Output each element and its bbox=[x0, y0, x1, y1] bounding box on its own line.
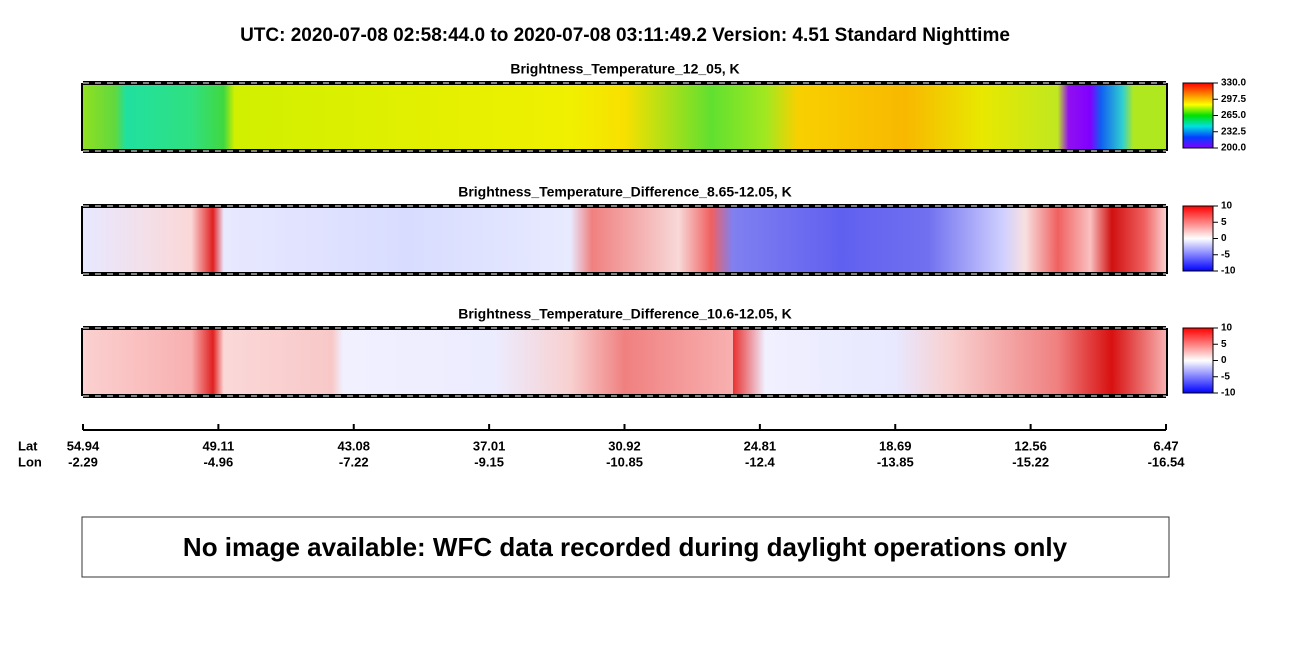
panel-title: Brightness_Temperature_Difference_10.6-1… bbox=[458, 306, 792, 322]
panel-title: Brightness_Temperature_12_05, K bbox=[510, 61, 739, 77]
lat-tick-label: 6.47 bbox=[1153, 438, 1178, 453]
colorbar-label: 0 bbox=[1221, 355, 1227, 366]
colorbar-label: 5 bbox=[1221, 339, 1227, 350]
notice-box bbox=[81, 516, 1170, 578]
lat-label: Lat bbox=[18, 438, 38, 453]
lon-tick-label: -7.22 bbox=[339, 454, 369, 469]
strip bbox=[83, 328, 1166, 396]
title: UTC: 2020-07-08 02:58:44.0 to 2020-07-08… bbox=[240, 25, 1010, 46]
lon-tick-label: -2.29 bbox=[68, 454, 98, 469]
strip-edge bbox=[1166, 328, 1168, 396]
lat-tick-label: 24.81 bbox=[744, 438, 777, 453]
colorbar-label: 0 bbox=[1221, 233, 1227, 244]
colorbar bbox=[1182, 82, 1214, 149]
lon-tick-label: -12.4 bbox=[745, 454, 775, 469]
colorbar-label: 5 bbox=[1221, 217, 1227, 228]
strip bbox=[83, 83, 1166, 151]
lat-tick-label: 12.56 bbox=[1014, 438, 1047, 453]
notice: No image available: WFC data recorded du… bbox=[183, 532, 1068, 562]
colorbar-label: 10 bbox=[1221, 323, 1233, 334]
colorbar-label: -5 bbox=[1221, 371, 1230, 382]
strip-edge bbox=[1166, 206, 1168, 274]
strip-edge bbox=[81, 83, 83, 151]
colorbar-label: 10 bbox=[1221, 201, 1233, 212]
lon-tick-label: -13.85 bbox=[877, 454, 914, 469]
colorbar-label: 200.0 bbox=[1221, 143, 1246, 154]
lat-tick-label: 49.11 bbox=[202, 438, 234, 453]
colorbar-label: -5 bbox=[1221, 249, 1230, 260]
lat-tick-label: 37.01 bbox=[473, 438, 506, 453]
lon-tick-label: -16.54 bbox=[1148, 454, 1186, 469]
strip-edge bbox=[81, 206, 83, 274]
colorbar-label: 330.0 bbox=[1221, 78, 1246, 89]
lat-tick-label: 30.92 bbox=[608, 438, 641, 453]
lon-tick-label: -9.15 bbox=[474, 454, 504, 469]
colorbar-label: 232.5 bbox=[1221, 126, 1246, 137]
strip bbox=[83, 206, 1166, 274]
colorbar-label: -10 bbox=[1221, 266, 1236, 277]
lat-tick-label: 54.94 bbox=[67, 438, 100, 453]
lon-label: Lon bbox=[18, 454, 42, 469]
lat-tick-label: 43.08 bbox=[337, 438, 370, 453]
colorbar bbox=[1182, 205, 1214, 272]
colorbar-label: -10 bbox=[1221, 388, 1236, 399]
lat-tick-label: 18.69 bbox=[879, 438, 912, 453]
colorbar bbox=[1182, 327, 1214, 394]
lon-tick-label: -10.85 bbox=[606, 454, 643, 469]
lon-tick-label: -4.96 bbox=[204, 454, 234, 469]
lon-tick-label: -15.22 bbox=[1012, 454, 1049, 469]
colorbar-label: 265.0 bbox=[1221, 110, 1246, 121]
strip-edge bbox=[81, 328, 83, 396]
strip-edge bbox=[1166, 83, 1168, 151]
panel-title: Brightness_Temperature_Difference_8.65-1… bbox=[458, 184, 792, 200]
colorbar-label: 297.5 bbox=[1221, 94, 1246, 105]
